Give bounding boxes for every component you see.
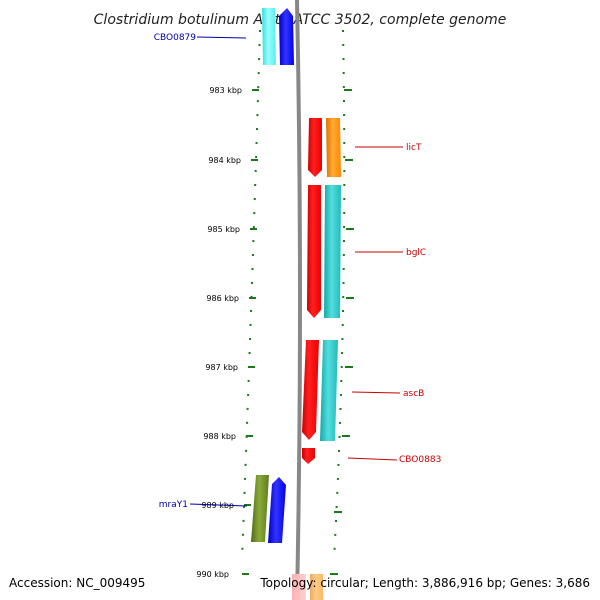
topology-text: Topology: circular; Length: 3,886,916 bp… <box>259 576 590 590</box>
left-major-ticks <box>242 89 259 575</box>
feature-bottom-orange[interactable] <box>310 574 323 600</box>
tick-label-986: 986 kbp <box>206 294 239 303</box>
reverse-strand-features <box>251 8 294 543</box>
gene-label-bglc[interactable]: bglC <box>355 248 426 258</box>
gene-label-lict[interactable]: licT <box>355 143 422 153</box>
gene-label-cbo0879[interactable]: CBO0879 <box>154 33 247 43</box>
forward-strand-features <box>292 118 341 600</box>
tick-labels: 983 kbp 984 kbp 985 kbp 986 kbp 987 kbp … <box>196 86 242 579</box>
gene-label-cbo0883-text: CBO0883 <box>399 455 441 465</box>
feature-cbo0883-red[interactable] <box>302 448 315 464</box>
gene-label-cbo0879-text: CBO0879 <box>154 33 197 43</box>
gene-label-bglc-text: bglC <box>406 248 426 258</box>
tick-label-983: 983 kbp <box>209 86 242 95</box>
feature-bglc-red[interactable] <box>307 185 321 318</box>
feature-cbo0879-a[interactable] <box>262 8 276 65</box>
feature-bglc-cyan[interactable] <box>324 185 341 318</box>
map-title: Clostridium botulinum A str. ATCC 3502, … <box>94 12 507 28</box>
gene-label-cbo0883[interactable]: CBO0883 <box>347 455 441 465</box>
gene-label-ascb[interactable]: ascB <box>351 389 424 399</box>
tick-label-987: 987 kbp <box>205 363 238 372</box>
feature-lict-orange[interactable] <box>326 118 341 177</box>
feature-ascb-red[interactable] <box>302 340 319 440</box>
gene-label-mray1[interactable]: mraY1 <box>159 500 248 510</box>
tick-label-988: 988 kbp <box>203 432 236 441</box>
feature-cbo0879-b[interactable] <box>279 8 294 65</box>
feature-mray1-olive[interactable] <box>251 475 269 542</box>
tick-label-984: 984 kbp <box>208 156 241 165</box>
tick-label-990: 990 kbp <box>196 570 229 579</box>
right-dotted-ring <box>333 29 346 561</box>
accession-text: Accession: NC_009495 <box>9 576 145 590</box>
feature-bottom-pink[interactable] <box>292 574 306 600</box>
backbone-arc <box>295 0 302 600</box>
gene-label-ascb-text: ascB <box>403 389 424 399</box>
feature-lict-red[interactable] <box>308 118 322 177</box>
gene-label-lict-text: licT <box>406 143 422 153</box>
gene-label-mray1-text: mraY1 <box>159 500 188 510</box>
tick-label-985: 985 kbp <box>207 225 240 234</box>
right-major-ticks <box>330 89 354 575</box>
feature-ascb-cyan[interactable] <box>320 340 338 441</box>
feature-mray1-blue[interactable] <box>268 477 286 543</box>
tick-label-989: 989 kbp <box>201 501 234 510</box>
